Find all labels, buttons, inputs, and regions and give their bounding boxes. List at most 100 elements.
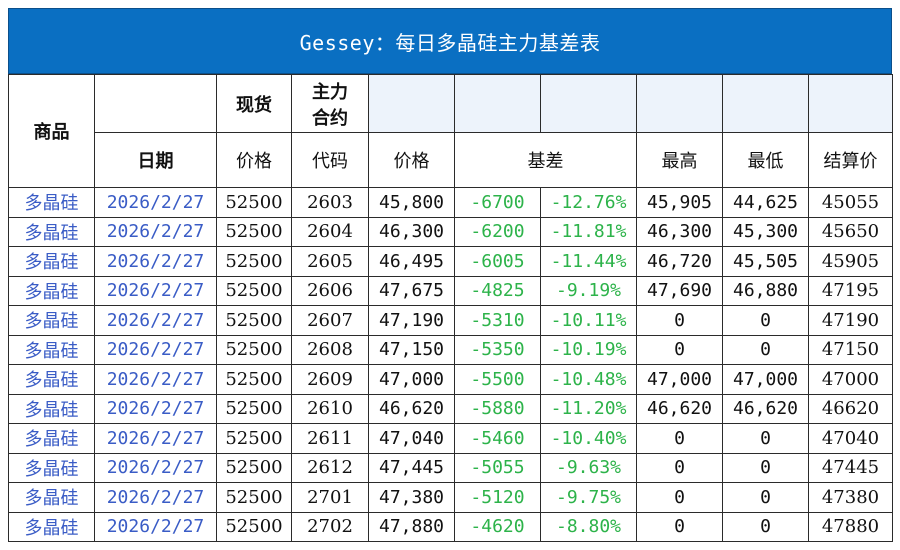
header-price2: 价格 <box>368 132 455 188</box>
header-main-contract: 主力 合约 <box>291 74 369 133</box>
contract-code-cell: 2611 <box>291 423 369 454</box>
settle-cell: 47880 <box>808 511 893 542</box>
header-blank-3 <box>540 74 637 133</box>
table-row: 多晶硅 2026/2/27 52500 2608 47,150 -5350 -10.19% 0… <box>8 334 893 365</box>
basis-pct-cell: -11.44% <box>540 246 637 277</box>
high-cell: 0 <box>636 482 723 513</box>
spot-price-cell: 52500 <box>216 452 292 483</box>
contract-code-cell: 2607 <box>291 305 369 336</box>
settle-cell: 47000 <box>808 364 893 395</box>
settle-cell: 47150 <box>808 334 893 365</box>
high-cell: 46,300 <box>636 216 723 247</box>
date-cell: 2026/2/27 <box>94 216 217 247</box>
contract-price-cell: 46,620 <box>368 393 455 424</box>
product-cell: 多晶硅 <box>8 423 95 454</box>
date-cell: 2026/2/27 <box>94 452 217 483</box>
product-cell: 多晶硅 <box>8 275 95 306</box>
basis-table: 商品 现货 主力 合约 日期 价格 代码 价格 基差 最高 <box>8 74 893 542</box>
header-blank-date <box>94 74 217 133</box>
settle-cell: 46620 <box>808 393 893 424</box>
basis-cell: -5350 <box>454 334 541 365</box>
header-price: 价格 <box>216 132 292 188</box>
high-cell: 47,690 <box>636 275 723 306</box>
high-cell: 0 <box>636 511 723 542</box>
basis-table-panel: Gessey：每日多晶硅主力基差表 商品 现货 主力 合约 <box>8 8 893 542</box>
header-blank-4 <box>636 74 723 133</box>
spot-price-cell: 52500 <box>216 364 292 395</box>
table-row: 多晶硅 2026/2/27 52500 2612 47,445 -5055 -9.63% 0 0… <box>8 452 893 483</box>
low-cell: 0 <box>722 305 809 336</box>
contract-code-cell: 2606 <box>291 275 369 306</box>
settle-cell: 47445 <box>808 452 893 483</box>
basis-cell: -5120 <box>454 482 541 513</box>
settle-cell: 47040 <box>808 423 893 454</box>
product-cell: 多晶硅 <box>8 305 95 336</box>
low-cell: 0 <box>722 334 809 365</box>
spot-price-cell: 52500 <box>216 334 292 365</box>
low-cell: 45,505 <box>722 246 809 277</box>
contract-code-cell: 2604 <box>291 216 369 247</box>
basis-pct-cell: -12.76% <box>540 187 637 218</box>
date-cell: 2026/2/27 <box>94 246 217 277</box>
header-blank-5 <box>722 74 809 133</box>
low-cell: 46,880 <box>722 275 809 306</box>
header-date: 日期 <box>94 132 217 188</box>
high-cell: 0 <box>636 305 723 336</box>
basis-cell: -5460 <box>454 423 541 454</box>
header-row-bottom: 日期 价格 代码 价格 基差 最高 最低 结算价 <box>9 132 893 188</box>
spot-price-cell: 52500 <box>216 246 292 277</box>
basis-cell: -6005 <box>454 246 541 277</box>
high-cell: 46,620 <box>636 393 723 424</box>
basis-pct-cell: -11.20% <box>540 393 637 424</box>
contract-code-cell: 2603 <box>291 187 369 218</box>
header-blank-6 <box>808 74 893 133</box>
contract-price-cell: 47,190 <box>368 305 455 336</box>
low-cell: 45,300 <box>722 216 809 247</box>
low-cell: 47,000 <box>722 364 809 395</box>
settle-cell: 47195 <box>808 275 893 306</box>
basis-pct-cell: -10.48% <box>540 364 637 395</box>
high-cell: 46,720 <box>636 246 723 277</box>
header-main-contract-line1: 主力 <box>312 81 348 103</box>
date-cell: 2026/2/27 <box>94 305 217 336</box>
settle-cell: 45905 <box>808 246 893 277</box>
header-spot: 现货 <box>216 74 292 133</box>
date-cell: 2026/2/27 <box>94 364 217 395</box>
basis-pct-cell: -9.63% <box>540 452 637 483</box>
basis-pct-cell: -8.80% <box>540 511 637 542</box>
basis-cell: -5055 <box>454 452 541 483</box>
contract-price-cell: 47,675 <box>368 275 455 306</box>
product-cell: 多晶硅 <box>8 187 95 218</box>
basis-cell: -4825 <box>454 275 541 306</box>
high-cell: 0 <box>636 423 723 454</box>
spot-price-cell: 52500 <box>216 423 292 454</box>
basis-pct-cell: -9.19% <box>540 275 637 306</box>
page-title: Gessey：每日多晶硅主力基差表 <box>8 8 892 74</box>
high-cell: 0 <box>636 452 723 483</box>
high-cell: 47,000 <box>636 364 723 395</box>
settle-cell: 45650 <box>808 216 893 247</box>
contract-price-cell: 47,000 <box>368 364 455 395</box>
header-high: 最高 <box>636 132 723 188</box>
contract-price-cell: 47,040 <box>368 423 455 454</box>
basis-cell: -6200 <box>454 216 541 247</box>
header-code: 代码 <box>291 132 369 188</box>
low-cell: 0 <box>722 511 809 542</box>
date-cell: 2026/2/27 <box>94 334 217 365</box>
basis-cell: -5310 <box>454 305 541 336</box>
contract-price-cell: 46,300 <box>368 216 455 247</box>
product-cell: 多晶硅 <box>8 482 95 513</box>
table-row: 多晶硅 2026/2/27 52500 2605 46,495 -6005 -11.44% 4… <box>8 246 893 277</box>
contract-price-cell: 47,880 <box>368 511 455 542</box>
contract-code-cell: 2610 <box>291 393 369 424</box>
product-cell: 多晶硅 <box>8 216 95 247</box>
table-row: 多晶硅 2026/2/27 52500 2701 47,380 -5120 -9.75% 0 0… <box>8 482 893 513</box>
basis-pct-cell: -9.75% <box>540 482 637 513</box>
date-cell: 2026/2/27 <box>94 423 217 454</box>
contract-price-cell: 46,495 <box>368 246 455 277</box>
contract-price-cell: 45,800 <box>368 187 455 218</box>
basis-pct-cell: -10.19% <box>540 334 637 365</box>
table-row: 多晶硅 2026/2/27 52500 2607 47,190 -5310 -10.11% 0… <box>8 305 893 336</box>
spot-price-cell: 52500 <box>216 216 292 247</box>
product-cell: 多晶硅 <box>8 246 95 277</box>
